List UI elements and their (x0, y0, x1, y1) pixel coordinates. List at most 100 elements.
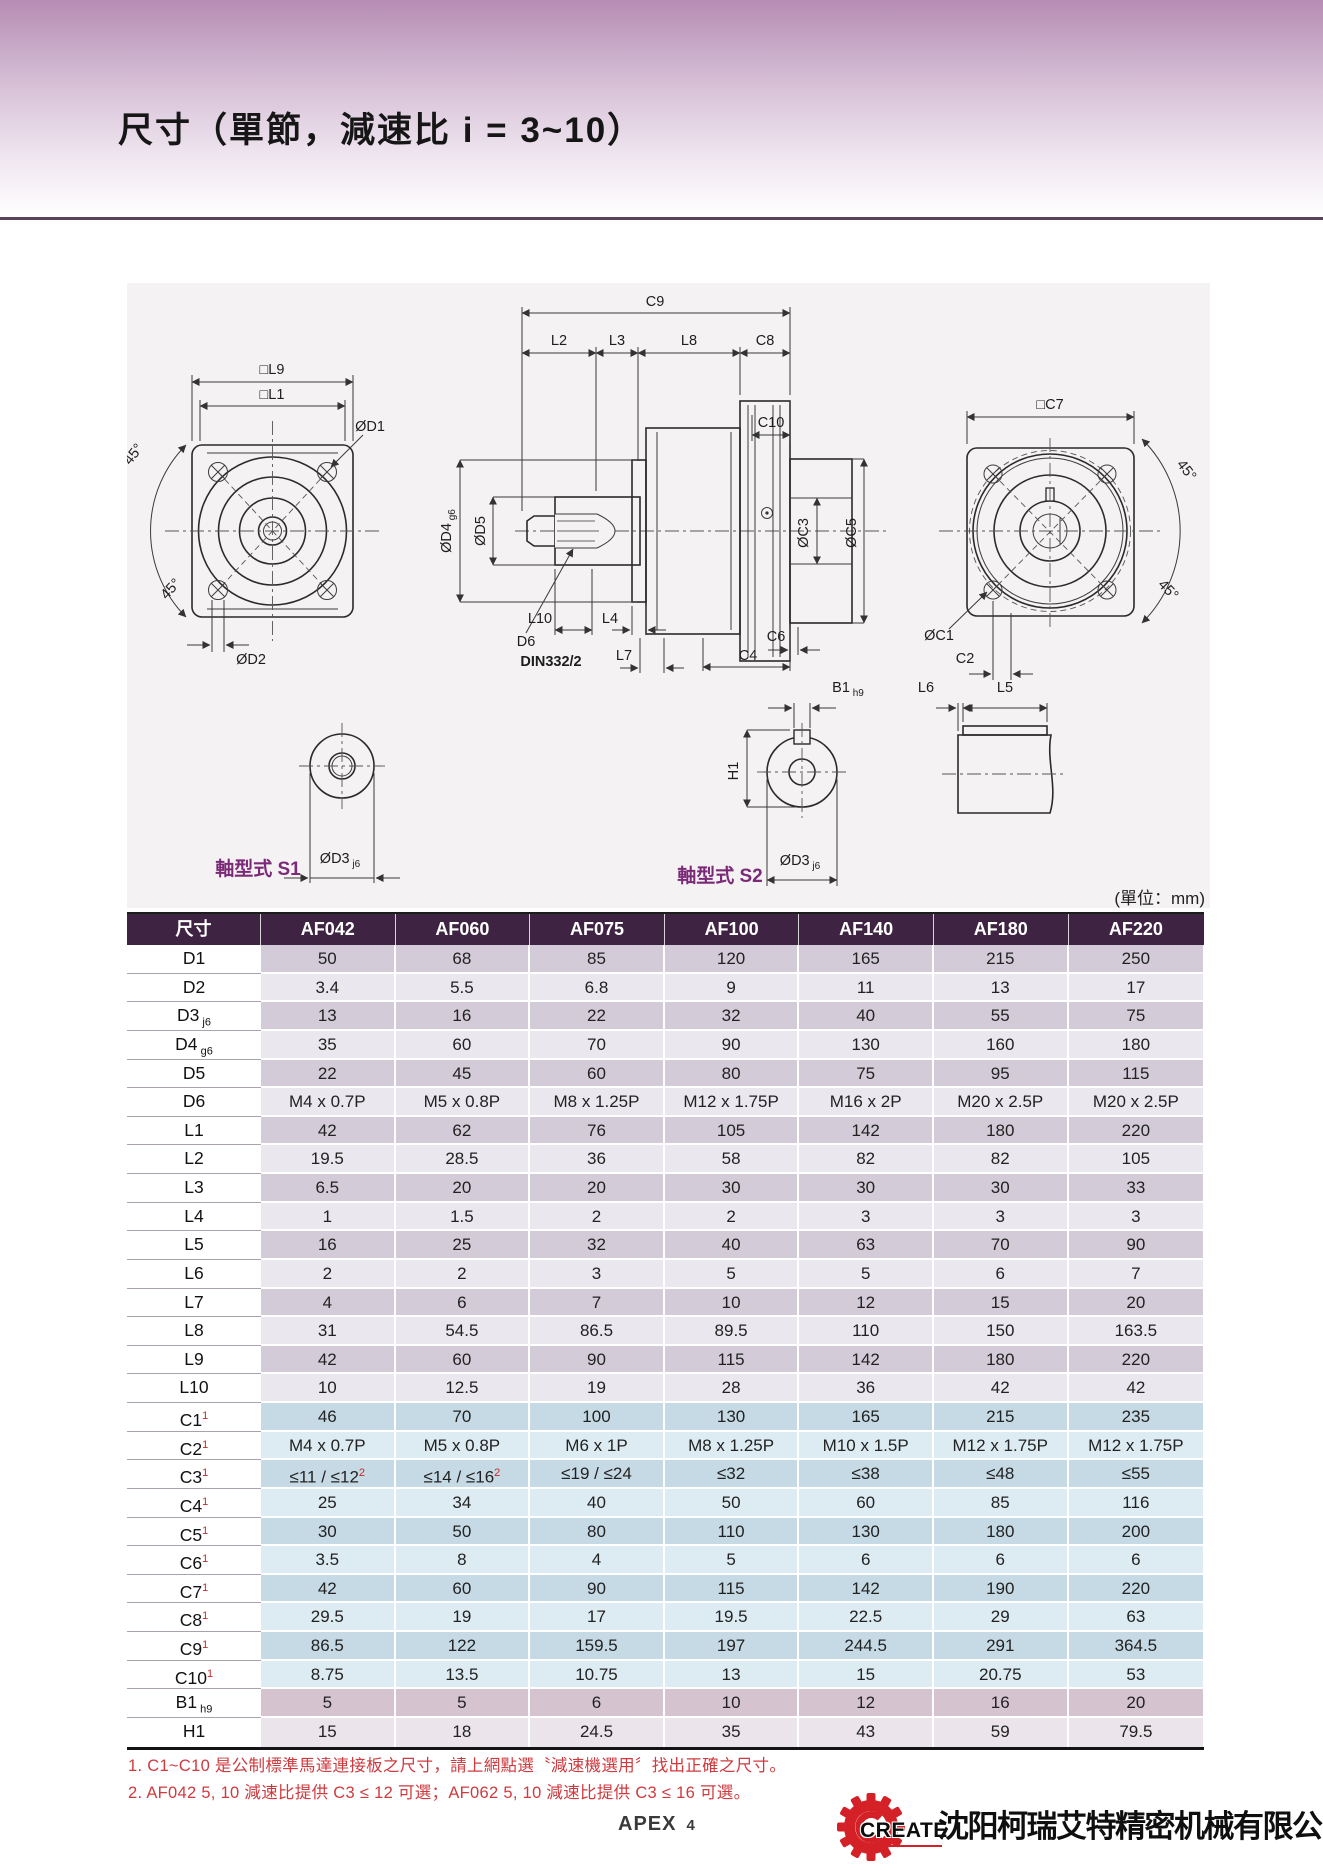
table-cell: 42 (933, 1374, 1069, 1403)
table-cell: 215 (933, 1403, 1069, 1432)
table-cell: 24.5 (530, 1717, 665, 1747)
drawing-label: ØD2 (236, 652, 266, 668)
table-cell: 95 (933, 1059, 1069, 1089)
shaft-s1-drawing (284, 723, 400, 883)
table-cell: 220 (1068, 1116, 1204, 1146)
table-cell: 3.4 (261, 973, 396, 1003)
table-cell: 70 (530, 1030, 665, 1060)
table-cell: 5 (664, 1546, 800, 1575)
table-row: L8 31 54.5 86.5 89.5 110 150 163.5 (127, 1317, 1204, 1346)
table-cell: 116 (1068, 1488, 1204, 1518)
table-cell: 180 (933, 1116, 1069, 1146)
drawing-label: 45° (1173, 457, 1199, 484)
table-cell: 15 (799, 1660, 934, 1690)
table-cell: 63 (799, 1231, 934, 1260)
table-cell: ≤14 / ≤162 (395, 1460, 531, 1489)
column-header-model: AF220 (1108, 919, 1163, 939)
table-body: D1 50 68 85 120 165 215 250 D2 3.4 5.5 6.8 9 11 13 17 D3… (127, 945, 1204, 1747)
table-cell: 5 (261, 1689, 396, 1718)
table-cell: 53 (1068, 1660, 1204, 1690)
table-cell: M4 x 0.7P (261, 1088, 396, 1117)
table-cell: 28.5 (395, 1145, 531, 1174)
table-cell: 76 (530, 1116, 665, 1146)
drawing-label: ØD5 (473, 516, 489, 546)
row-label: C51 (127, 1517, 261, 1547)
table-cell: 110 (664, 1517, 800, 1547)
table-cell: 15 (933, 1288, 1069, 1318)
table-cell: 30 (261, 1517, 396, 1547)
drawing-label: □L1 (260, 387, 285, 403)
table-cell: 163.5 (1068, 1317, 1204, 1346)
table-cell: 50 (664, 1488, 800, 1518)
drawing-label: L6 (918, 680, 934, 696)
drawing-labels: □L9 □L1 ØD1 45° 45° ØD2 C9 L2 L3 L8 C8 C10 ØD4 g6 ØD5… (121, 294, 1199, 887)
table-cell: ≤32 (664, 1460, 800, 1489)
drawing-label: ØD3 j6 (320, 851, 361, 870)
drawing-label: L8 (681, 333, 697, 349)
column-header-dimension: 尺寸 (127, 914, 261, 945)
row-label: B1 h9 (127, 1689, 261, 1718)
table-cell: 46 (261, 1403, 396, 1432)
table-cell: 2 (395, 1259, 531, 1289)
table-row: L10 10 12.5 19 28 36 42 42 (127, 1374, 1204, 1403)
table-cell: 142 (799, 1574, 934, 1604)
table-row: C71 42 60 90 115 142 190 220 (127, 1574, 1204, 1604)
create-logo (836, 1789, 936, 1865)
table-cell: 19 (395, 1603, 531, 1632)
table-cell: 90 (530, 1574, 665, 1604)
drawing-label: DIN332/2 (520, 654, 581, 670)
table-cell: 34 (395, 1488, 531, 1518)
table-cell: ≤19 / ≤24 (530, 1460, 665, 1489)
table-cell: M12 x 1.75P (933, 1431, 1069, 1461)
table-row: C11 46 70 100 130 165 215 235 (127, 1403, 1204, 1432)
table-cell: 215 (933, 945, 1069, 974)
table-cell: 190 (933, 1574, 1069, 1604)
flange-screw-icon (983, 464, 1117, 600)
drawing-label: L4 (602, 611, 618, 627)
table-cell: 3 (799, 1202, 934, 1232)
table-cell: 244.5 (799, 1632, 934, 1661)
table-cell: 13 (664, 1660, 800, 1690)
table-cell: 364.5 (1068, 1632, 1204, 1661)
table-cell: 10 (261, 1374, 396, 1403)
table-cell: 160 (933, 1030, 1069, 1060)
drawing-label: 45° (158, 576, 185, 603)
table-cell: M12 x 1.75P (1068, 1431, 1204, 1461)
table-cell: 42 (261, 1574, 396, 1604)
table-cell: 220 (1068, 1574, 1204, 1604)
table-cell: 22.5 (799, 1603, 934, 1632)
row-label: L4 (127, 1202, 261, 1232)
table-cell: 2 (261, 1259, 396, 1289)
table-cell: 7 (1068, 1259, 1204, 1289)
dimension-table: 尺寸 AF042 AF060 AF075 AF100 AF140 AF180 AF220 D1… (127, 912, 1204, 1750)
table-cell: 8 (395, 1546, 531, 1575)
table-cell: 9 (664, 973, 800, 1003)
table-cell: 180 (933, 1517, 1069, 1547)
table-cell: 42 (1068, 1374, 1204, 1403)
table-row: L9 42 60 90 115 142 180 220 (127, 1345, 1204, 1375)
table-cell: 4 (261, 1288, 396, 1318)
table-row: C91 86.5 122 159.5 197 244.5 291 364.5 (127, 1632, 1204, 1661)
table-cell: 16 (395, 1002, 531, 1031)
table-cell: 82 (933, 1145, 1069, 1174)
drawing-label: C8 (756, 333, 775, 349)
table-cell: 6 (933, 1546, 1069, 1575)
row-label: D2 (127, 973, 261, 1003)
table-cell: 58 (664, 1145, 800, 1174)
drawing-label: L5 (997, 680, 1013, 696)
table-cell: 28 (664, 1374, 800, 1403)
gear-icon (837, 1793, 905, 1861)
row-label: L1 (127, 1116, 261, 1146)
table-cell: 16 (261, 1231, 396, 1260)
table-cell: 100 (530, 1403, 665, 1432)
table-cell: M8 x 1.25P (530, 1088, 665, 1117)
table-cell: 60 (799, 1488, 934, 1518)
column-header-model: AF060 (396, 914, 531, 945)
table-row: C81 29.5 19 17 19.5 22.5 29 63 (127, 1603, 1204, 1632)
table-cell: 36 (530, 1145, 665, 1174)
table-cell: 6.8 (530, 973, 665, 1003)
table-cell: 25 (261, 1488, 396, 1518)
drawing-label: □L9 (260, 362, 285, 378)
row-label: L8 (127, 1317, 261, 1346)
row-label: L3 (127, 1174, 261, 1203)
